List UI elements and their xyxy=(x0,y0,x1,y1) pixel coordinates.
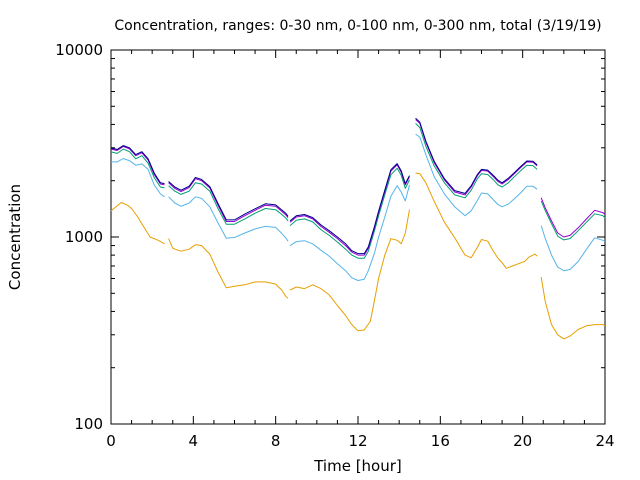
series-line-3 xyxy=(540,197,606,238)
plot-frame xyxy=(110,49,606,425)
x-tick-label: 12 xyxy=(348,432,367,450)
x-tick-label: 20 xyxy=(513,432,532,450)
y-axis-label: Concentration xyxy=(6,184,24,290)
chart-title: Concentration, ranges: 0-30 nm, 0-100 nm… xyxy=(114,18,601,34)
series-line-3 xyxy=(415,119,538,196)
series-line-4 xyxy=(168,177,289,221)
series-line-2 xyxy=(110,148,165,189)
series-line-1 xyxy=(111,158,165,198)
x-tick-label: 0 xyxy=(106,432,116,450)
x-tick-label: 4 xyxy=(189,432,199,450)
series-line-3 xyxy=(110,145,165,186)
series-line-1 xyxy=(540,225,606,272)
axis-ticks xyxy=(110,49,606,425)
y-tick-label: 1000 xyxy=(65,228,103,246)
series-line-1 xyxy=(168,196,289,242)
series-line-0 xyxy=(168,238,289,299)
series-line-0 xyxy=(415,172,538,269)
x-tick-label: 16 xyxy=(431,432,450,450)
series-line-3 xyxy=(289,164,410,256)
series-line-4 xyxy=(110,145,165,185)
series-line-2 xyxy=(540,200,606,241)
y-tick-label: 100 xyxy=(74,415,103,433)
series-line-0 xyxy=(289,209,410,332)
x-axis-label: Time [hour] xyxy=(313,457,402,475)
series-line-1 xyxy=(415,133,538,217)
tick-labels: 0 4 8 12 16 20 24 100 1000 10000 xyxy=(55,41,614,450)
series-line-2 xyxy=(415,123,538,199)
series-line-2 xyxy=(168,182,289,225)
series-line-2 xyxy=(289,167,410,259)
series-line-0 xyxy=(540,277,606,340)
series-line-1 xyxy=(289,184,410,281)
series-line-0 xyxy=(110,202,165,245)
x-tick-label: 24 xyxy=(595,432,614,450)
series-line-4 xyxy=(289,163,410,255)
data-series xyxy=(110,117,606,340)
x-tick-label: 8 xyxy=(271,432,281,450)
y-tick-label: 10000 xyxy=(55,41,103,59)
series-line-3 xyxy=(168,178,289,222)
series-line-4 xyxy=(415,117,538,194)
